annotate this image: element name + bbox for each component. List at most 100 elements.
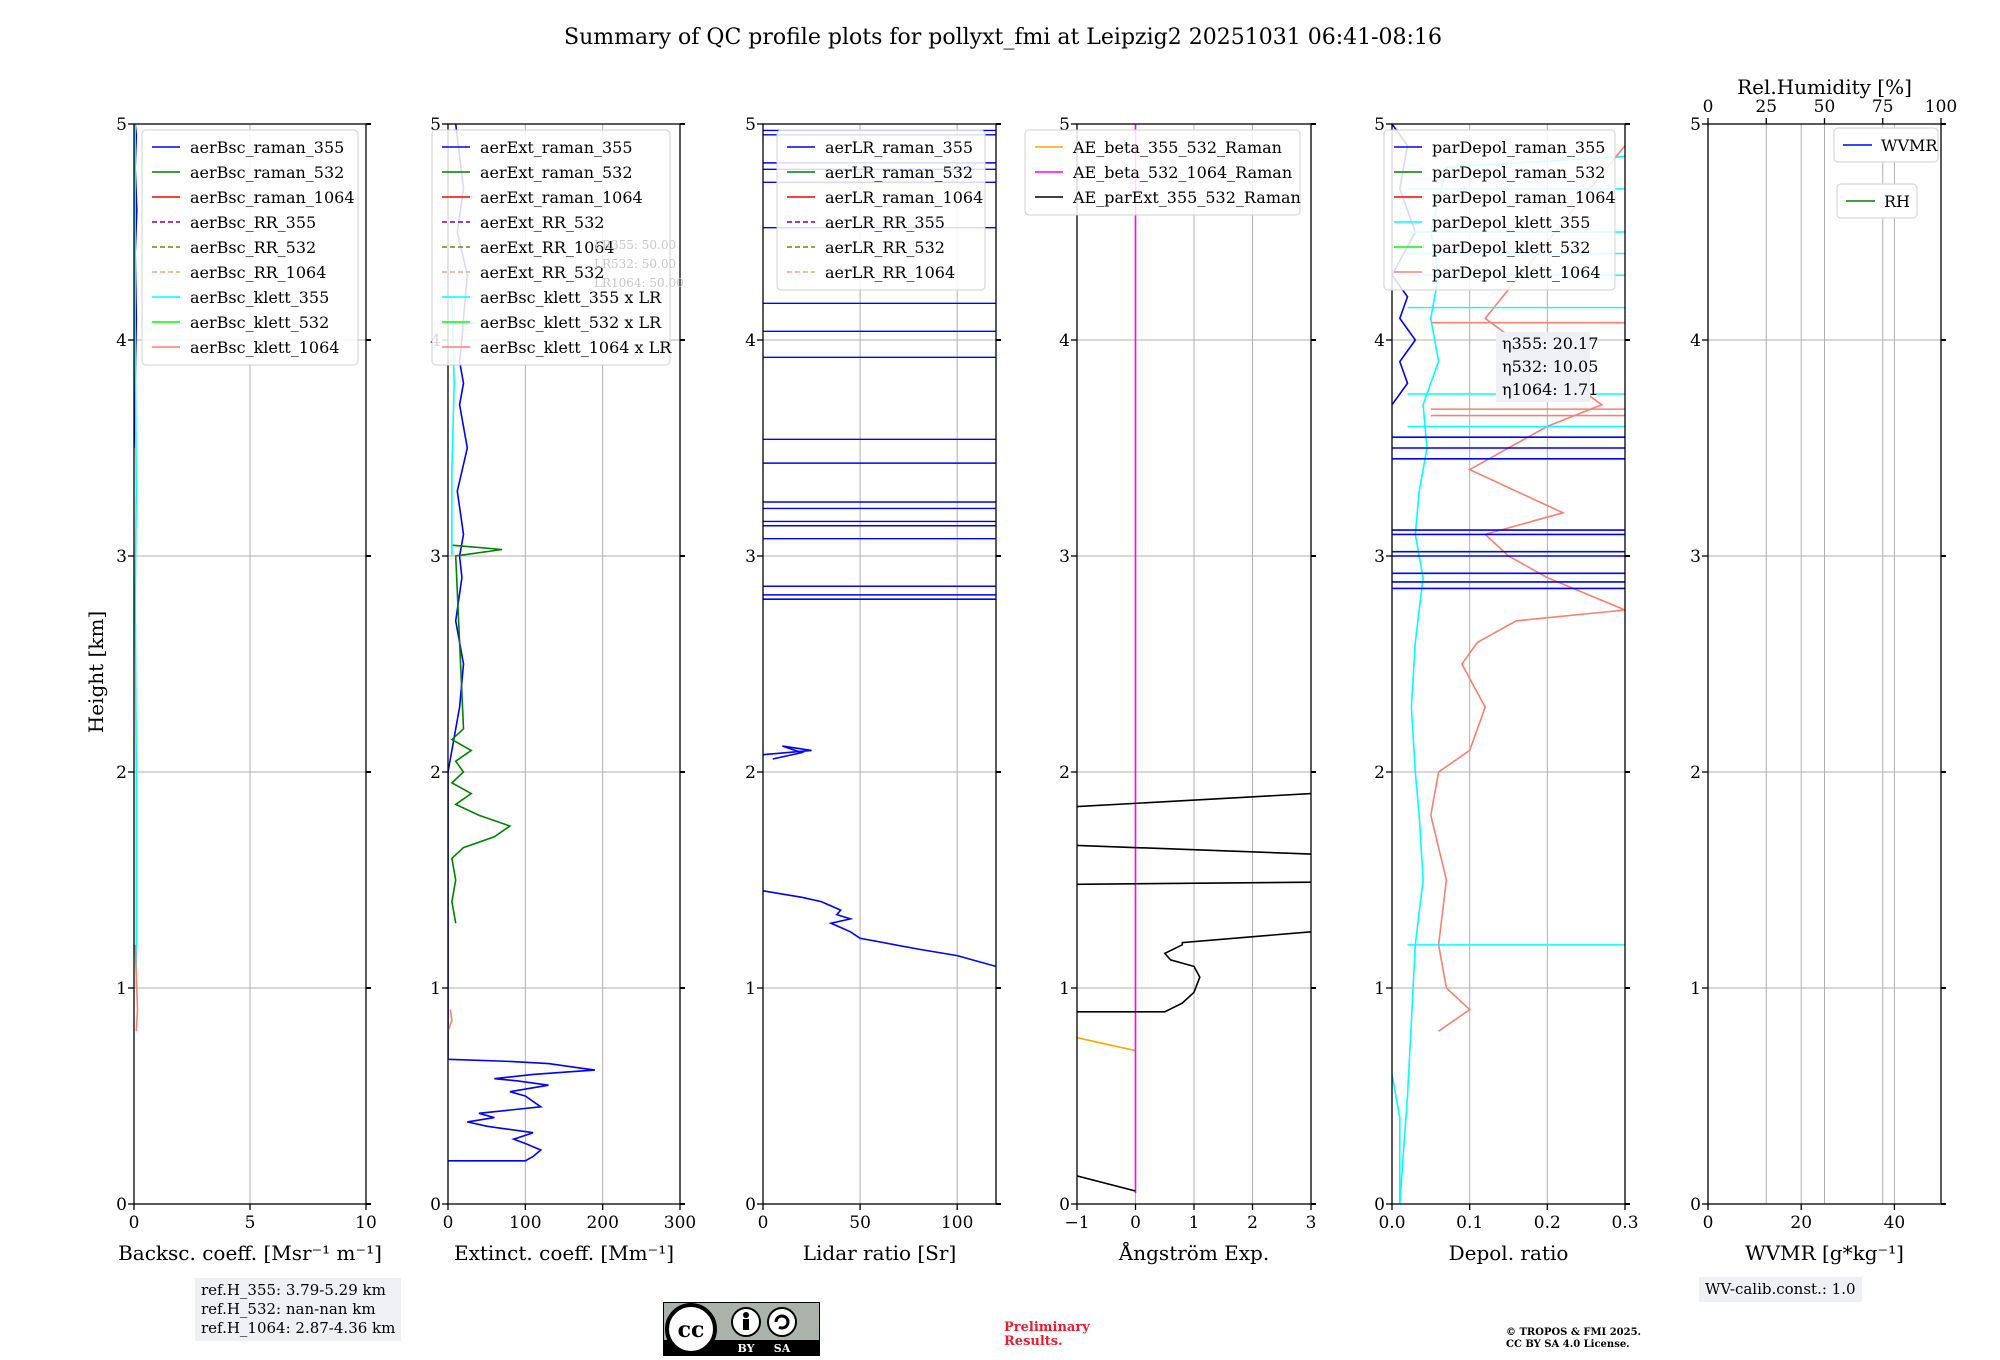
series-pardepol-klett-355 [1392, 155, 1625, 1204]
x-tick-label-3: 0.3 [1611, 1213, 1638, 1233]
x-tick-label-1: 50 [849, 1213, 871, 1233]
y-tick-label-2: 2 [1374, 763, 1385, 783]
legend-entry-0: aerBsc_raman_355 [190, 138, 344, 157]
wv-calib-box: WV-calib.const.: 1.0 [1699, 1277, 1862, 1302]
legend-entry-3: parDepol_klett_355 [1432, 213, 1590, 232]
y-tick-label-3: 3 [116, 547, 127, 567]
x-tick-label-0: 0.0 [1378, 1213, 1405, 1233]
y-tick-label-3: 3 [430, 547, 441, 567]
lr-annotation-2: LR1064: 50.00 [594, 276, 684, 290]
by-person-icon [743, 1312, 749, 1318]
y-tick-label-4: 4 [1059, 331, 1070, 351]
panel-extinction: 0100200300012345Extinct. coeff. [Mm⁻¹]ae… [430, 115, 696, 1265]
legend-box [1024, 129, 1301, 216]
y-tick-label-3: 3 [1690, 547, 1701, 567]
legend-entry-2: aerLR_raman_1064 [825, 188, 983, 207]
y-tick-label-4: 4 [116, 331, 127, 351]
x-tick-label-0: 0 [443, 1213, 454, 1233]
legend-entry-5: aerBsc_RR_1064 [190, 263, 326, 282]
sa-label: SA [774, 1342, 791, 1355]
series-aerext-raman-532 [450, 544, 512, 924]
series-aerlr-raman-355-mid [763, 745, 812, 760]
eta-box [1496, 332, 1590, 402]
axes-frame [1391, 123, 1626, 1205]
y-tick-label-5: 5 [1374, 115, 1385, 135]
legend-box [1383, 129, 1616, 291]
panel-backscatter: 0 5 10 0 1 2 3 4 5 Backsc. coeff. [Msr⁻¹ m⁻¹] aerB… [116, 115, 382, 1265]
y-tick-label-0: 0 [430, 1195, 441, 1215]
legend-entry-8: aerBsc_klett_1064 [190, 338, 339, 357]
legend-wvmr-entry: WVMR [1881, 136, 1938, 155]
reference-height-box: ref.H_355: 3.79-5.29 km ref.H_532: nan-n… [195, 1278, 402, 1341]
axes-frame [447, 123, 681, 1205]
panel-depolarization: 0.0 0.1 0.2 0.3 0 1 2 3 4 5 Depol. ratio parDepol_r… [1374, 115, 1638, 1265]
panel-lidar_ratio: 0 50 100 0 1 2 3 4 5 Lidar ratio [Sr] aerLR_raman_… [745, 115, 1001, 1265]
x-tick-label-2: 200 [586, 1213, 618, 1233]
x2-tick-label-3: 75 [1872, 97, 1894, 117]
legend-entry-4: parDepol_klett_532 [1432, 238, 1590, 257]
x-tick-label-1: 20 [1790, 1213, 1812, 1233]
y-tick-label-1: 1 [1690, 979, 1701, 999]
x-tick-label-3: 2 [1247, 1213, 1258, 1233]
legend-entry-2: aerBsc_raman_1064 [190, 188, 355, 207]
preliminary-line-1: Preliminary [1004, 1320, 1090, 1335]
x-axis-label: Backsc. coeff. [Msr⁻¹ m⁻¹] [118, 1241, 382, 1265]
x-tick-label-0: −1 [1064, 1213, 1089, 1233]
legend-entry-6: aerBsc_klett_355 [190, 288, 329, 307]
series-ae-beta-355-532-raman [1077, 1036, 1136, 1052]
lr-annotation-1: LR532: 50.00 [594, 257, 676, 271]
by-label: BY [738, 1342, 755, 1355]
y-tick-label-2: 2 [430, 763, 441, 783]
y-tick-label-0: 0 [745, 1195, 756, 1215]
legend-entry-6: aerBsc_klett_355 x LR [480, 288, 662, 307]
x-tick-label-1: 5 [245, 1213, 256, 1233]
x-tick-label-2: 0.2 [1534, 1213, 1561, 1233]
x-tick-label-3: 300 [664, 1213, 696, 1233]
y-tick-label-1: 1 [1059, 979, 1070, 999]
copyright-line-2: CC BY SA 4.0 License. [1506, 1339, 1630, 1350]
x2-tick-label-4: 100 [1925, 97, 1957, 117]
y-tick-label-1: 1 [430, 979, 441, 999]
legend-entry-1: AE_beta_532_1064_Raman [1072, 163, 1292, 182]
x-axis-label: Ångström Exp. [1118, 1240, 1269, 1265]
y-tick-label-5: 5 [745, 115, 756, 135]
legend-entry-5: aerLR_RR_1064 [825, 263, 955, 282]
y-tick-label-2: 2 [1059, 763, 1070, 783]
y-tick-label-5: 5 [1059, 115, 1070, 135]
legend-entry-1: parDepol_raman_532 [1432, 163, 1605, 182]
preliminary-line-2: Results. [1004, 1334, 1063, 1349]
copyright-note: © TROPOS & FMI 2025. CC BY SA 4.0 Licens… [1506, 1327, 1641, 1351]
x-axis-label: Depol. ratio [1449, 1241, 1569, 1265]
x-tick-label-2: 1 [1189, 1213, 1200, 1233]
preliminary-note: Preliminary Results. [1004, 1321, 1090, 1349]
x-tick-label-0: 0 [1703, 1213, 1714, 1233]
series-aerext-raman-355 [448, 124, 596, 1162]
legend-entry-1: aerBsc_raman_532 [190, 163, 344, 182]
legend-entry-1: aerLR_raman_532 [825, 163, 973, 182]
eta-355: η355: 20.17 [1502, 334, 1598, 353]
x-axis-label: Extinct. coeff. [Mm⁻¹] [454, 1241, 674, 1265]
legend-entry-7: aerBsc_klett_532 x LR [480, 313, 662, 332]
x-tick-label-1: 100 [509, 1213, 541, 1233]
y-tick-label-1: 1 [1374, 979, 1385, 999]
x2-axis-label: Rel.Humidity [%] [1737, 75, 1912, 99]
legend-entry-2: parDepol_raman_1064 [1432, 188, 1616, 207]
legend-entry-0: AE_beta_355_532_Raman [1072, 138, 1282, 157]
y-axis-label: Height [km] [84, 611, 108, 733]
figure-title: Summary of QC profile plots for pollyxt_… [564, 25, 1442, 50]
legend-rh-entry: RH [1884, 192, 1910, 211]
series-aerlr-raman-355-low [763, 890, 996, 968]
legend-rh-box [1836, 183, 1918, 219]
legend-entry-2: aerExt_raman_1064 [480, 188, 643, 207]
cc-logo-text: cc [678, 1317, 705, 1343]
legend-entry-3: aerLR_RR_355 [825, 213, 945, 232]
x-tick-label-0: 0 [758, 1213, 769, 1233]
x2-tick-label-0: 0 [1703, 97, 1714, 117]
legend-entry-1: aerExt_raman_532 [480, 163, 633, 182]
ref-h-1064: ref.H_1064: 2.87-4.36 km [201, 1319, 396, 1337]
legend-entry-8: aerBsc_klett_1064 x LR [480, 338, 672, 357]
lr-annotation-0: LR355: 50.00 [594, 238, 676, 252]
y-tick-label-3: 3 [1374, 547, 1385, 567]
y-tick-label-3: 3 [1059, 547, 1070, 567]
series-ae-parext-355-532-raman-d [1077, 792, 1311, 808]
